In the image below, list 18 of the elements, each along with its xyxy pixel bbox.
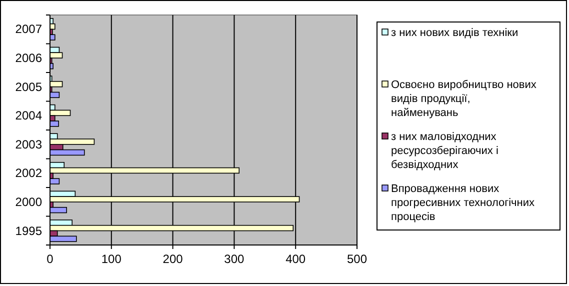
y-tick-label: 2004: [15, 108, 42, 123]
x-tick-label: 500: [346, 252, 368, 266]
y-tick-label: 2000: [15, 194, 42, 209]
x-tick-label: 0: [46, 252, 54, 266]
y-tick-label: 1995: [15, 224, 42, 238]
y-tick-label: 2003: [15, 137, 42, 152]
y-tick-label: 2002: [15, 166, 42, 180]
x-tick-label: 200: [162, 252, 184, 266]
y-tick-label: 2006: [15, 51, 42, 66]
x-tick-label: 300: [224, 252, 245, 266]
legend-label: Освоєно виробництво нових видів продукції, найменувань: [391, 79, 537, 119]
y-tick-label: 2005: [15, 80, 42, 94]
legend-label: з них нових видів техніки: [391, 27, 518, 39]
x-tick-label: 100: [101, 252, 122, 266]
legend-label: Впровадження нових прогресивних технологічних процесів: [391, 183, 536, 223]
legend-label: з них маловідходних ресурсозберігаючих і безвідходних: [391, 131, 498, 171]
y-tick-label: 2007: [15, 22, 42, 36]
x-tick-label: 400: [286, 252, 306, 266]
